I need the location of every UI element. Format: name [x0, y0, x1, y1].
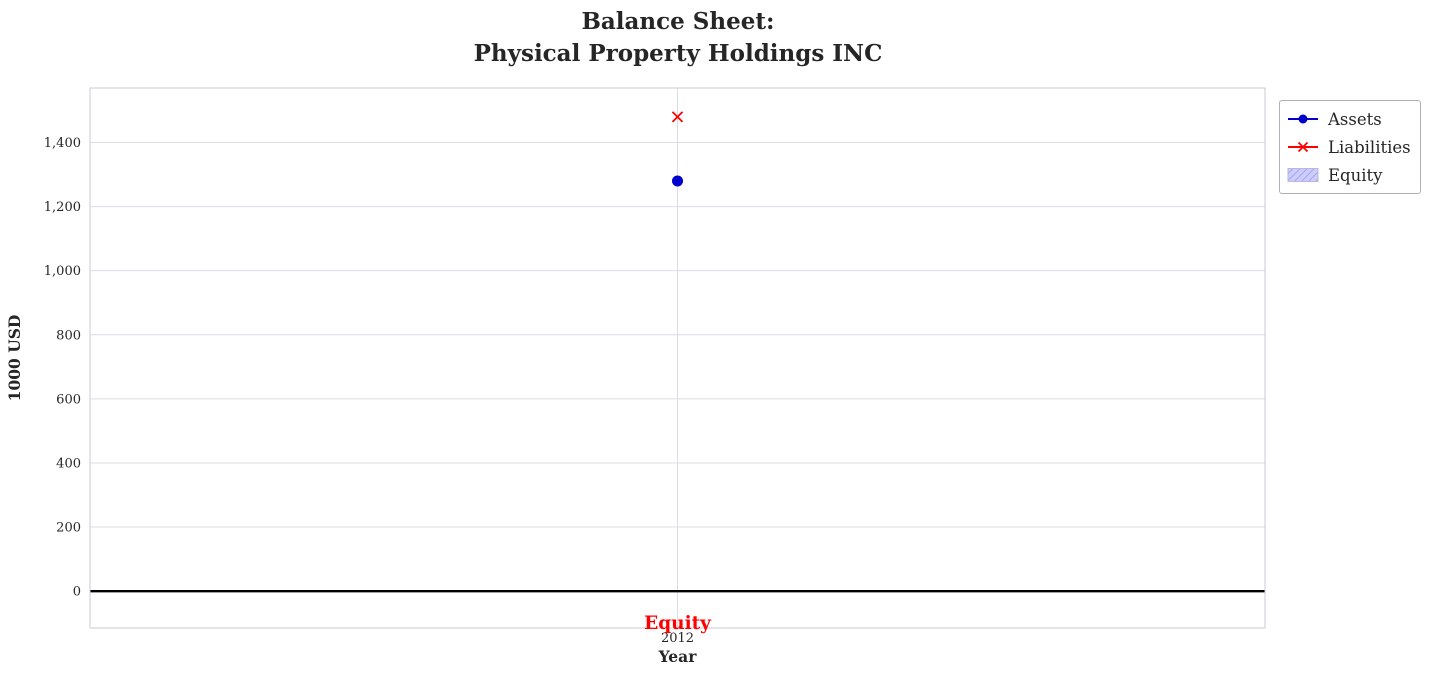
y-tick-label: 200 — [56, 521, 81, 536]
assets-marker — [672, 175, 683, 187]
y-tick-label: 800 — [56, 328, 81, 343]
plot-border — [89, 87, 1266, 629]
legend-label-assets: Assets — [1328, 109, 1382, 129]
y-tick-label: 0 — [73, 585, 81, 600]
assets-line-marker-icon — [1288, 114, 1318, 124]
x-tick-label: 2012 — [661, 631, 694, 646]
legend-item-equity: Equity — [1287, 162, 1411, 188]
chart-title: Balance Sheet: Physical Property Holding… — [0, 6, 1356, 70]
y-tick-label: 400 — [56, 456, 81, 471]
y-tick-label: 1,000 — [44, 264, 81, 279]
liabilities-line-marker-icon — [1288, 141, 1318, 153]
y-tick-label: 1,200 — [44, 200, 81, 215]
x-axis-label: Year — [658, 647, 698, 666]
equity-hatched-patch-icon — [1287, 168, 1319, 182]
y-tick-label: 1,400 — [44, 136, 81, 151]
equity-annotation: Equity — [644, 613, 712, 634]
legend-label-equity: Equity — [1328, 165, 1383, 185]
y-axis-label: 1000 USD — [5, 315, 24, 402]
liabilities-marker — [671, 111, 684, 123]
legend-item-liabilities: Liabilities — [1287, 134, 1411, 160]
legend-label-liabilities: Liabilities — [1328, 137, 1411, 157]
chart-title-line2: Physical Property Holdings INC — [473, 40, 883, 67]
y-tick-label: 600 — [56, 392, 81, 407]
legend: Assets Liabilities Equity — [1279, 100, 1421, 194]
legend-item-assets: Assets — [1287, 106, 1411, 132]
chart-title-line1: Balance Sheet: — [581, 8, 775, 35]
